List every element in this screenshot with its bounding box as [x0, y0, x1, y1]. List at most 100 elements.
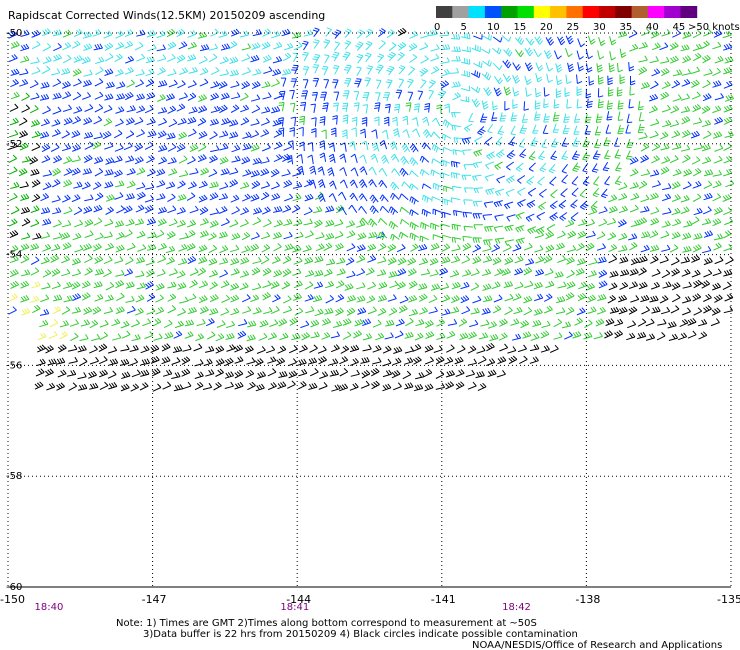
wind-barb [637, 100, 644, 111]
wind-barb [592, 150, 601, 160]
y-tick-label: -60 [6, 582, 22, 593]
wind-barb [197, 143, 207, 152]
wind-barb [422, 116, 430, 126]
wind-barb [482, 59, 492, 67]
wind-barb [619, 256, 629, 264]
wind-barb [36, 358, 46, 366]
wind-barb [483, 87, 492, 96]
wind-barb [83, 131, 94, 139]
wind-barb [250, 130, 260, 139]
wind-barb [467, 381, 477, 390]
wind-barb [481, 71, 492, 81]
wind-barb [514, 36, 525, 45]
wind-barb [356, 254, 366, 263]
wind-barb [681, 68, 692, 76]
wind-barb [614, 149, 622, 159]
wind-barb [638, 267, 647, 276]
wind-barb [262, 143, 271, 152]
legend-swatch [599, 6, 616, 18]
wind-barb [218, 205, 228, 214]
wind-barb [408, 42, 418, 52]
wind-barb [120, 383, 130, 392]
wind-barb [283, 179, 293, 188]
wind-barb [649, 230, 659, 239]
wind-barb [626, 332, 636, 341]
wind-barb [208, 232, 217, 241]
wind-barb [328, 153, 336, 164]
wind-barb [200, 167, 210, 176]
wind-barb [555, 88, 562, 98]
wind-barb [108, 358, 119, 366]
wind-barb [208, 53, 218, 63]
wind-barb [372, 142, 380, 152]
wind-barb [661, 29, 671, 37]
wind-barb [702, 130, 712, 139]
wind-barb [317, 166, 325, 176]
wind-barb [94, 156, 104, 164]
wind-barb [496, 370, 506, 378]
wind-barb [388, 42, 397, 52]
wind-barb [543, 50, 553, 59]
wind-barb [72, 232, 82, 241]
axis-tick-labels: -150 -147 -144 -141 -138 -135-50-52-54-56-58-… [0, 28, 740, 606]
wind-barb [659, 42, 669, 51]
wind-barb [8, 54, 18, 62]
wind-barb [595, 113, 603, 123]
wind-barb [177, 117, 187, 126]
wind-barb [317, 179, 326, 189]
wind-barb [511, 333, 522, 341]
wind-barb [640, 294, 650, 303]
wind-barb [524, 75, 532, 86]
wind-barb [302, 51, 309, 62]
wind-barb [51, 268, 61, 277]
wind-barb [369, 205, 379, 215]
wind-barb [328, 142, 336, 152]
wind-barb [368, 231, 378, 239]
wind-barb [545, 36, 555, 46]
wind-barb [557, 281, 567, 289]
wind-barb [283, 218, 293, 226]
wind-barb [213, 381, 222, 391]
wind-barb [651, 180, 662, 188]
wind-barb [470, 86, 481, 94]
wind-barb [150, 344, 160, 353]
wind-barb [61, 130, 70, 139]
wind-barb [501, 268, 511, 276]
wind-barb [81, 280, 91, 289]
wind-barb [84, 218, 94, 228]
legend-label: 35 [620, 22, 633, 33]
wind-barb [302, 66, 310, 76]
wind-barb [607, 295, 617, 304]
wind-barb [358, 179, 368, 188]
wind-barb [461, 149, 472, 156]
wind-barb [21, 308, 31, 316]
wind-barb [375, 64, 384, 74]
wind-barb [71, 155, 82, 163]
wind-barb [289, 317, 299, 326]
legend-swatch [550, 6, 567, 18]
wind-barb [436, 318, 446, 327]
wind-barb [510, 112, 518, 122]
wind-barb [487, 123, 494, 134]
wind-barb [501, 35, 512, 42]
wind-barb [701, 105, 711, 114]
x-tick-label: -147 [142, 593, 167, 606]
wind-barb [430, 222, 440, 231]
wind-barb [94, 91, 104, 100]
wind-barb [251, 180, 261, 189]
wind-barb [638, 41, 648, 50]
wind-barb [105, 81, 115, 89]
wind-barb [701, 218, 712, 226]
wind-barb [177, 193, 187, 202]
wind-barb [336, 257, 346, 265]
wind-barb [136, 129, 145, 138]
wind-barb [120, 344, 130, 352]
wind-barb [198, 256, 208, 264]
wind-barb [703, 269, 713, 278]
wind-barb [82, 31, 92, 39]
wind-barb [198, 55, 208, 64]
wind-barb [359, 166, 368, 176]
wind-barb [105, 282, 115, 291]
wind-barb [186, 192, 196, 201]
